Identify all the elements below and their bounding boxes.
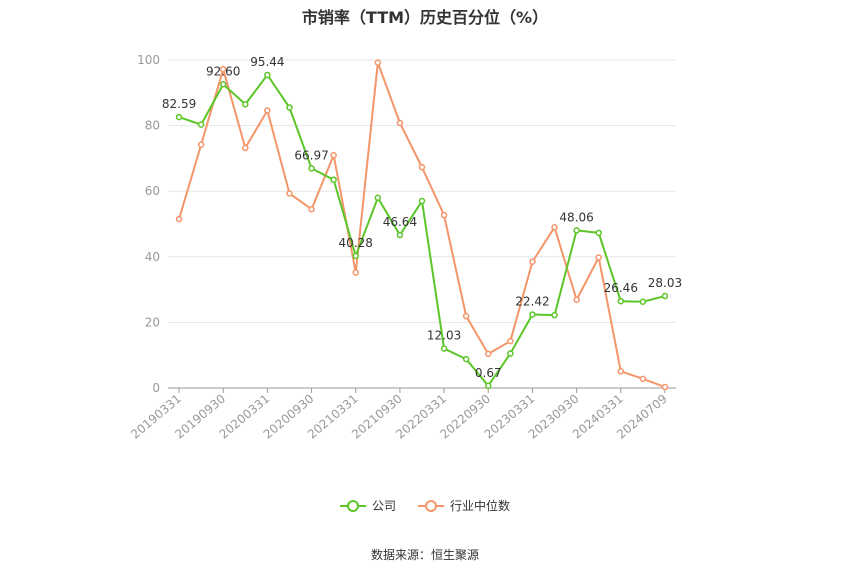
data-label: 26.46 [604, 281, 638, 295]
data-point-industry [440, 211, 448, 219]
data-point-industry [661, 383, 669, 391]
data-point-company [374, 194, 382, 202]
data-point-industry [374, 59, 382, 66]
data-point-company [462, 355, 470, 363]
y-tick-label: 20 [145, 315, 160, 329]
data-point-company [573, 227, 580, 234]
data-point-industry [175, 215, 183, 223]
data-point-industry [352, 269, 359, 276]
data-label: 40.28 [339, 236, 373, 250]
data-point-industry [551, 224, 558, 231]
data-point-industry [264, 107, 271, 114]
data-point-company [507, 350, 514, 357]
data-point-company [396, 231, 404, 239]
series-layer [175, 59, 669, 391]
data-point-company [639, 298, 647, 305]
data-point-industry [330, 151, 337, 159]
data-point-industry [197, 141, 205, 148]
legend-swatch-industry [418, 499, 444, 513]
chart-title: 市销率（TTM）历史百分位（%） [301, 8, 549, 27]
data-point-company [418, 197, 426, 205]
legend-item-industry[interactable]: 行业中位数 [418, 497, 510, 514]
series-line-company [178, 73, 666, 387]
data-point-company [352, 252, 359, 260]
legend: 公司 行业中位数 [0, 497, 850, 514]
source-note: 数据来源：恒生聚源 [370, 548, 479, 562]
grid-layer [168, 59, 676, 323]
data-point-company [595, 229, 602, 237]
data-label: 82.59 [162, 97, 196, 111]
data-point-company [617, 297, 625, 305]
data-point-industry [485, 350, 492, 358]
legend-item-company[interactable]: 公司 [339, 497, 396, 514]
y-tick-label: 100 [137, 53, 160, 67]
y-tick-label: 40 [145, 250, 160, 264]
data-point-industry [507, 337, 514, 345]
data-point-company [264, 71, 271, 79]
data-label: 48.06 [559, 210, 593, 224]
legend-swatch-company [339, 499, 366, 513]
data-point-industry [573, 296, 580, 304]
y-tick-label: 60 [145, 184, 160, 198]
data-point-industry [639, 375, 647, 383]
data-label: 0.67 [475, 366, 502, 380]
data-point-company [551, 311, 558, 319]
y-tick-label: 80 [145, 119, 160, 133]
data-point-industry [529, 258, 536, 265]
data-point-company [440, 345, 448, 352]
data-point-company [242, 101, 249, 108]
data-point-company [529, 311, 536, 318]
legend-label-company: 公司 [371, 499, 396, 513]
data-point-industry [308, 205, 315, 213]
data-point-company [485, 382, 492, 390]
y-tick-label: 0 [152, 381, 160, 395]
data-point-industry [286, 190, 293, 197]
data-point-company [197, 121, 205, 128]
data-point-industry [462, 312, 470, 320]
data-point-company [286, 104, 293, 111]
data-label: 92.60 [206, 64, 240, 78]
data-label: 28.03 [648, 276, 682, 290]
data-point-industry [418, 164, 426, 171]
data-point-industry [219, 65, 227, 73]
data-label: 12.03 [427, 329, 461, 343]
data-point-industry [242, 144, 249, 152]
data-point-company [661, 292, 669, 300]
series-line-industry [178, 61, 666, 388]
data-point-industry [595, 254, 602, 261]
data-label: 22.42 [515, 294, 549, 308]
data-point-company [175, 113, 183, 121]
data-point-industry [396, 119, 404, 127]
data-label: 66.97 [294, 148, 328, 162]
data-point-industry [617, 368, 625, 375]
data-point-company [330, 176, 337, 183]
data-label: 46.64 [383, 215, 417, 229]
label-layer: 82.59 92.60 95.44 66.97 40.28 46.64 12.03 0.67 2… [162, 55, 682, 380]
data-point-company [308, 165, 315, 172]
data-label: 95.44 [250, 55, 284, 69]
data-point-company [219, 81, 227, 88]
legend-label-industry: 行业中位数 [450, 499, 511, 513]
